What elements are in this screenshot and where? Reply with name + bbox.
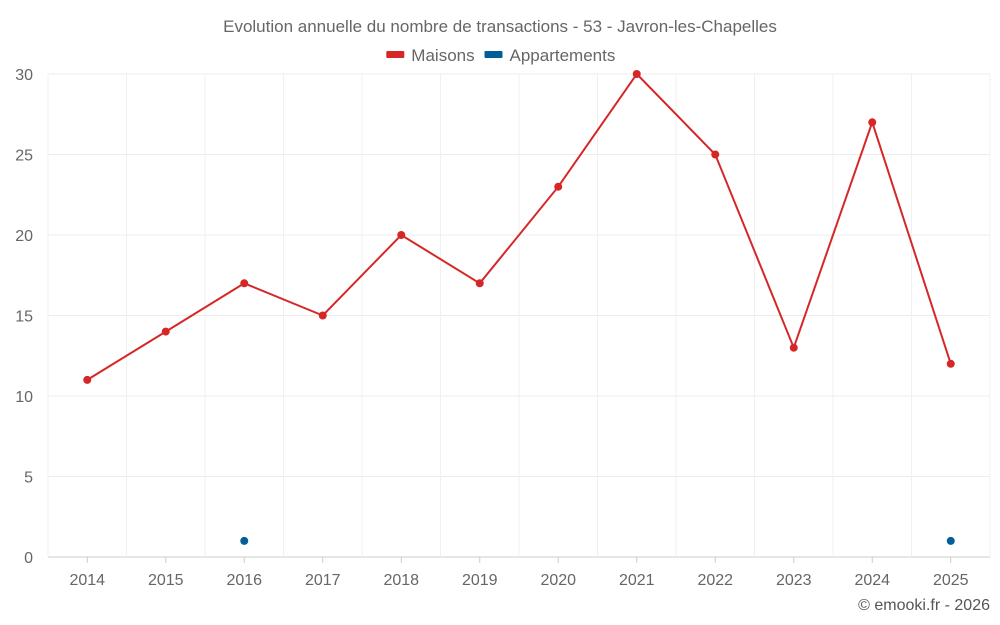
data-point-maisons	[554, 182, 563, 191]
x-tick-label: 2017	[305, 572, 341, 589]
x-tick-label: 2014	[69, 572, 105, 589]
legend-swatch	[484, 51, 503, 58]
x-tick-label: 2022	[697, 572, 733, 589]
y-axis: 0 5 10 15 20 25 30	[15, 67, 33, 567]
y-tick-label: 0	[24, 550, 33, 567]
data-point-maisons	[632, 70, 641, 78]
data-point-maisons	[240, 279, 249, 288]
x-axis: 2014 2015 2016 2017 2018 2019 2020 2021 2022 2023…	[69, 557, 969, 589]
data-point-maisons	[789, 343, 798, 352]
y-tick-label: 30	[15, 67, 33, 84]
x-tick-label: 2019	[462, 572, 498, 589]
series-layer	[83, 70, 955, 545]
legend-label: Appartements	[510, 46, 616, 65]
data-point-appartements	[240, 536, 249, 545]
legend-swatch	[386, 51, 405, 58]
x-tick-label: 2023	[776, 572, 812, 589]
y-tick-label: 10	[15, 389, 33, 406]
y-tick-label: 5	[24, 470, 33, 487]
data-point-maisons	[868, 118, 877, 127]
x-tick-label: 2018	[383, 572, 419, 589]
x-tick-label: 2015	[148, 572, 184, 589]
legend-label: Maisons	[411, 46, 474, 65]
x-tick-label: 2024	[854, 572, 890, 589]
data-point-maisons	[161, 327, 170, 336]
x-tick-label: 2016	[226, 572, 262, 589]
data-point-maisons	[318, 311, 327, 320]
data-point-maisons	[83, 375, 92, 384]
legend-item-maisons: Maisons	[386, 46, 475, 65]
y-tick-label: 25	[15, 148, 33, 165]
x-tick-label: 2020	[540, 572, 576, 589]
series-maisons	[83, 70, 955, 384]
credit: © emooki.fr - 2026	[858, 597, 990, 614]
chart-title: Evolution annuelle du nombre de transact…	[223, 17, 777, 36]
data-point-maisons	[711, 150, 720, 159]
x-tick-label: 2021	[619, 572, 655, 589]
data-point-maisons	[475, 279, 484, 288]
grid	[47, 73, 991, 558]
data-point-appartements	[946, 536, 955, 545]
y-tick-label: 15	[15, 309, 33, 326]
series-appartements	[240, 536, 955, 545]
series-line-maisons	[86, 72, 952, 381]
y-tick-label: 20	[15, 228, 33, 245]
data-point-maisons	[397, 231, 406, 239]
data-point-maisons	[946, 359, 955, 368]
legend: Maisons Appartements	[386, 46, 615, 65]
legend-item-appartements: Appartements	[484, 46, 616, 65]
x-tick-label: 2025	[933, 572, 969, 589]
